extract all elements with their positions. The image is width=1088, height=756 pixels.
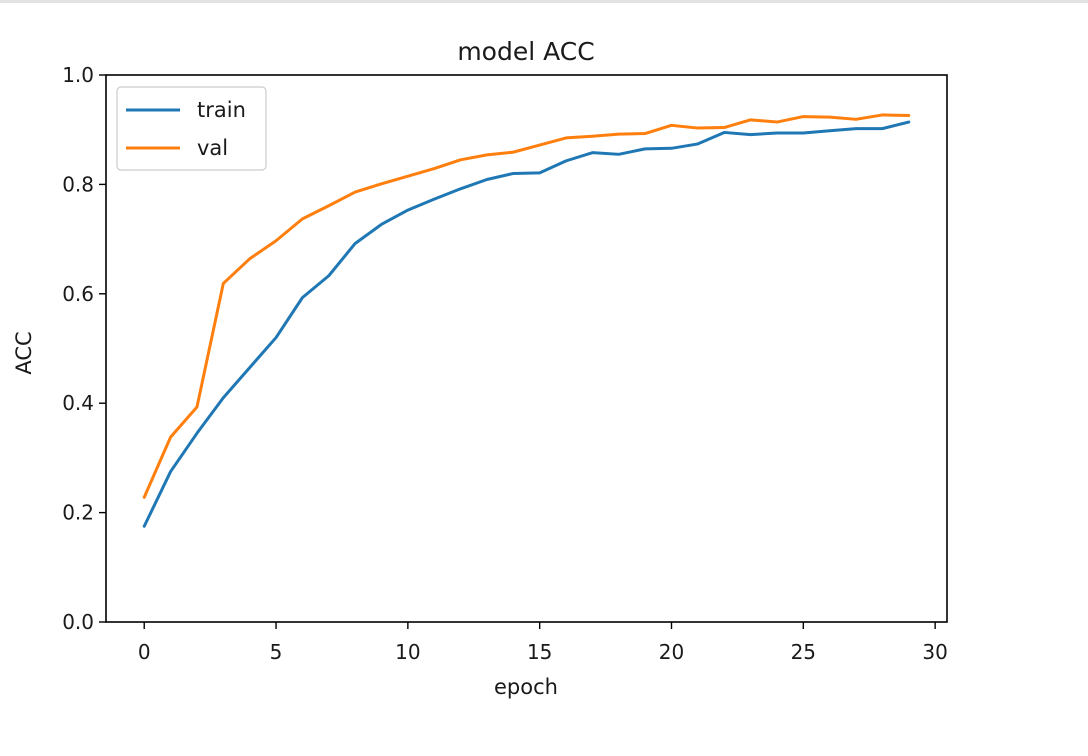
legend: train val	[116, 86, 267, 171]
plot-area	[142, 113, 911, 528]
x-tick-label: 10	[395, 640, 420, 664]
x-tick-label: 0	[138, 640, 151, 664]
y-tick-label: 0.4	[62, 391, 94, 415]
x-tick-label: 25	[791, 640, 816, 664]
top-border	[0, 0, 1088, 3]
axis-ticks: 0 5 10 15 20 25 30 0.0 0.2 0.4 0.6 0.8 1.0	[62, 63, 948, 664]
plot-frame	[105, 74, 948, 623]
series-line-val	[142, 113, 911, 499]
x-tick-label: 5	[270, 640, 283, 664]
x-tick-label: 20	[659, 640, 684, 664]
x-axis-label: epoch	[494, 675, 558, 699]
x-tick-label: 15	[527, 640, 552, 664]
y-tick-label: 1.0	[62, 63, 94, 87]
y-tick-label: 0.8	[62, 172, 94, 196]
series-line-train	[142, 120, 911, 528]
y-axis-label: ACC	[12, 331, 36, 374]
y-tick-label: 0.6	[62, 282, 94, 306]
x-tick-label: 30	[922, 640, 947, 664]
y-tick-label: 0.2	[62, 501, 94, 525]
chart-title: model ACC	[457, 37, 594, 66]
legend-label-val: val	[197, 136, 228, 160]
legend-label-train: train	[197, 98, 246, 122]
y-tick-label: 0.0	[62, 610, 94, 634]
